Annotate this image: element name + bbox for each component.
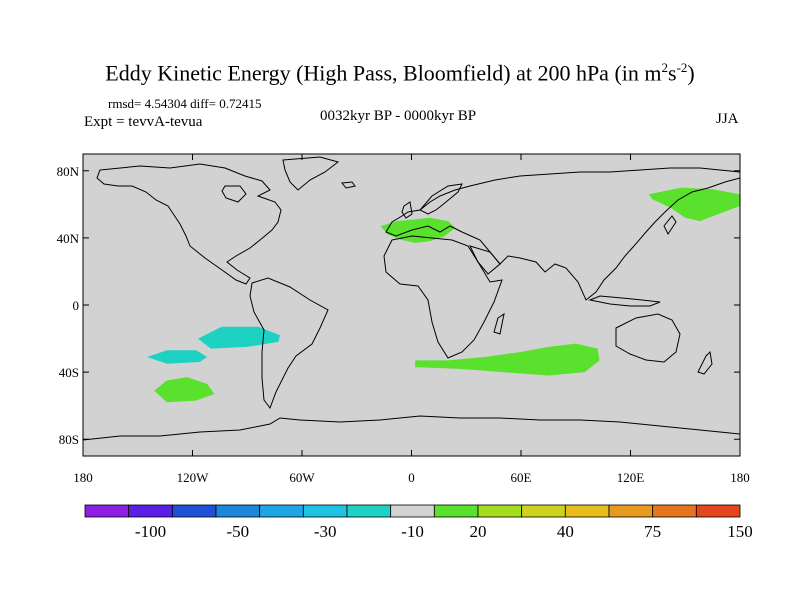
coastline-scandinavia: [419, 183, 463, 215]
y-tick-label: 80N: [57, 164, 80, 179]
colorbar-swatch: [477, 504, 523, 518]
colorbar-label: 150: [727, 522, 753, 541]
x-tick-label: 120E: [617, 470, 645, 485]
colorbar-swatch: [433, 504, 479, 518]
colorbar-label: 40: [557, 522, 574, 541]
colorbar-label: 20: [470, 522, 487, 541]
coastline-greenland: [282, 156, 340, 191]
coastline-great-britain: [401, 201, 413, 219]
coastline-new-zealand: [697, 350, 713, 375]
colorbar: -100 -50 -30 -10 20 40 75 150: [84, 504, 753, 541]
map-axes: 80N 40N 0 40S 80S 180 120W 60W 0 60E 120E 180: [57, 154, 750, 485]
x-tick-label: 180: [730, 470, 750, 485]
x-tick-label: 120W: [177, 470, 210, 485]
coastlines: [82, 156, 741, 441]
colorbar-swatch: [564, 504, 610, 518]
x-tick-label: 60E: [511, 470, 532, 485]
y-tick-label: 0: [73, 298, 80, 313]
coastline-arabia: [469, 245, 501, 275]
anomaly-region-northwest-pacific: [648, 187, 740, 222]
x-tick-label: 60W: [289, 470, 315, 485]
colorbar-swatch: [390, 504, 435, 518]
coastline-japan: [663, 215, 677, 235]
colorbar-label: -100: [135, 522, 166, 541]
colorbar-swatch: [346, 504, 392, 518]
colorbar-swatch: [84, 504, 130, 518]
coastline-madagascar: [493, 312, 505, 335]
colorbar-label: -30: [314, 522, 337, 541]
colorbar-swatch: [259, 504, 304, 518]
colorbar-swatch: [521, 504, 566, 518]
coastline-antarctica: [82, 415, 741, 441]
season-label: JJA: [716, 111, 739, 127]
coastline-eurasia: [385, 167, 741, 301]
anomaly-region-south-pacific-east: [198, 326, 281, 349]
colorbar-swatch: [695, 504, 741, 518]
y-tick-label: 80S: [59, 432, 79, 447]
x-tick-label: 0: [408, 470, 415, 485]
colorbar-label: 75: [644, 522, 661, 541]
coastline-iceland: [341, 181, 356, 189]
map-title: Eddy Kinetic Energy (High Pass, Bloomfie…: [105, 60, 695, 86]
coastline-africa: [383, 235, 503, 359]
anomaly-region-south-pacific-west: [154, 377, 215, 403]
coastline-south-america: [249, 277, 329, 410]
colorbar-swatch: [171, 504, 217, 518]
coastline-indonesia: [588, 295, 661, 307]
colorbar-swatch: [302, 504, 348, 518]
anomaly-region-south-pacific-central: [146, 350, 208, 364]
coastline-north-america: [96, 163, 282, 285]
anomaly-regions: [146, 187, 740, 403]
coastline-australia: [615, 313, 681, 363]
colorbar-label: -50: [226, 522, 249, 541]
colorbar-swatch: [608, 504, 654, 518]
statistics-label: rmsd= 4.54304 diff= 0.72415: [108, 96, 262, 111]
colorbar-label: -10: [401, 522, 424, 541]
anomaly-region-north-atlantic-europe: [380, 217, 456, 243]
colorbar-swatch: [215, 504, 261, 518]
experiment-label: Expt = tevvA-tevua: [84, 114, 203, 130]
period-label: 0032kyr BP - 0000kyr BP: [320, 108, 477, 124]
colorbar-swatch: [652, 504, 697, 518]
x-tick-label: 180: [73, 470, 93, 485]
anomaly-region-south-indian-ocean: [415, 343, 600, 376]
y-tick-label: 40N: [57, 231, 80, 246]
colorbar-swatch: [128, 504, 173, 518]
map-background: [83, 154, 740, 456]
coastline-hudson-bay: [221, 185, 247, 203]
y-tick-label: 40S: [59, 365, 79, 380]
